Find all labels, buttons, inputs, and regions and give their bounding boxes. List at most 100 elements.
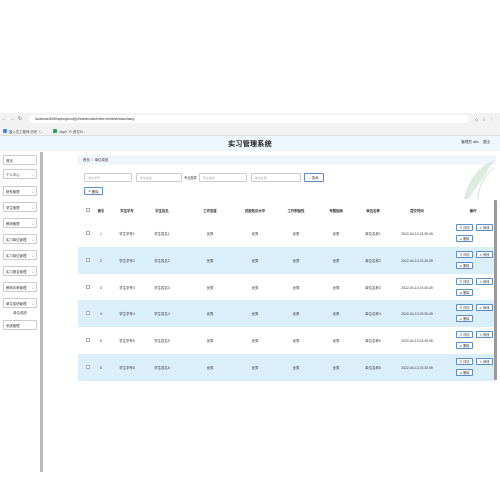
forward-icon[interactable]: → [9,116,15,122]
edit-icon: ✎ [479,305,483,310]
row-delete-button[interactable]: ⊖ 删除 [456,235,473,242]
menu-icon[interactable]: ⋮ [489,116,494,122]
row-checkbox[interactable] [86,231,90,235]
cell-guide: 优秀 [332,339,340,343]
edit-button[interactable]: ✎ 修改 [476,251,493,258]
cell-unit: 单位名称2 [365,259,381,263]
row-checkbox[interactable] [86,285,90,289]
cell-attitude: 优秀 [206,259,214,263]
edit-button[interactable]: ✎ 修改 [476,278,493,285]
sidebar-item-unit-scores[interactable]: 单位成绩管理 ⌄ [3,298,37,308]
col-time[interactable]: 提交时间 [410,208,424,213]
unit-name-input[interactable]: 单位名称 [250,173,301,182]
student-name-input[interactable]: 学生姓名 [136,173,182,182]
cell-student-id: 学生学号4 [119,312,135,316]
bookmark-1[interactable]: 嵌入式工程师-历史（... [3,129,43,134]
detail-button[interactable]: ☰ 详情 [456,331,473,338]
row-delete-button[interactable]: ⊖ 删除 [456,342,473,349]
edit-icon: ✎ [479,332,483,337]
sidebar-item-units[interactable]: 实习单位管理 ⌄ [3,234,37,244]
detail-button[interactable]: ☰ 详情 [456,224,473,231]
edit-button[interactable]: ✎ 修改 [476,331,493,338]
cell-student-id: 学生学号3 [119,286,135,290]
trash-icon: ⊖ [459,290,463,295]
row-delete-button[interactable]: ⊖ 删除 [456,315,473,322]
cell-student-name: 学生姓名4 [154,312,170,316]
cell-initiative: 优秀 [292,232,300,236]
chevron-down-icon: ⌄ [31,270,34,274]
detail-icon: ☰ [459,305,463,310]
sidebar-item-profile[interactable]: 个人中心 ⌄ [3,169,37,179]
sidebar-scrollbar[interactable] [40,152,43,472]
sidebar-item-home[interactable]: 首页 [3,155,37,165]
col-attitude[interactable]: 工作态度 [203,208,217,213]
edit-icon: ✎ [479,252,483,257]
cell-index: 2 [100,258,102,263]
logout-link[interactable]: 退出 [482,140,490,144]
search-button[interactable]: ⌕ 查询 [303,173,324,182]
edit-button[interactable]: ✎ 修改 [476,224,493,231]
bookmark-2[interactable]: doph -Fi 资文Er... [53,129,86,134]
cell-attitude: 优秀 [206,312,214,316]
col-actions: 操作 [469,208,477,213]
sidebar-item-students[interactable]: 学生管理 ⌄ [3,202,37,212]
col-initiative[interactable]: 工作积极性 [287,208,305,213]
sidebar-item-system[interactable]: 系统管理 [3,320,37,330]
sidebar-item-departments[interactable]: 院系管理 ⌄ [3,186,37,196]
col-unit[interactable]: 单位名称 [366,208,380,213]
table-scrollbar[interactable] [494,200,497,380]
detail-button[interactable]: ☰ 详情 [456,278,473,285]
row-checkbox[interactable] [86,338,90,342]
cell-unit: 单位名称3 [365,286,381,290]
detail-icon: ☰ [459,359,463,364]
cell-initiative: 优秀 [292,339,300,343]
col-student-id[interactable]: 学生学号 [120,208,134,213]
address-bar[interactable]: localhost:8080/springboot/jy3/admin/dist… [29,115,469,123]
supervisor-select[interactable]: 专业指导 ⌄ [198,173,247,182]
row-delete-button[interactable]: ⊖ 删除 [456,369,473,376]
cell-time: 2022-04-13 23:30:49 [401,365,433,370]
trash-icon: ⊖ [459,370,463,375]
col-student-name[interactable]: 学生姓名 [155,208,169,213]
sidebar-subitem-unit-scores[interactable]: 单位成绩 [13,311,27,315]
trash-icon: ⊖ [459,343,463,348]
row-checkbox[interactable] [86,311,90,315]
sidebar-item-signups[interactable]: 实习报名管理 ⌄ [3,266,37,276]
detail-button[interactable]: ☰ 详情 [456,358,473,365]
star-icon[interactable]: ☆ [482,116,486,122]
row-checkbox[interactable] [86,258,90,262]
sidebar-item-positions[interactable]: 实习岗位管理 ⌄ [3,250,37,260]
col-guide[interactable]: 专服指南 [329,208,343,213]
trash-icon: ⊖ [459,263,463,268]
cell-skill: 优秀 [251,366,259,370]
cell-time: 2022-04-13 23:30:49 [401,258,433,263]
edit-button[interactable]: ✎ 修改 [476,358,493,365]
cell-guide: 优秀 [332,232,340,236]
supervisor-label: 专业指导 [184,176,197,180]
cell-student-name: 学生姓名5 [154,339,170,343]
row-delete-button[interactable]: ⊖ 删除 [456,289,473,296]
col-skill[interactable]: 技能知识水平 [244,208,266,213]
cell-guide: 优秀 [332,259,340,263]
row-delete-button[interactable]: ⊖ 删除 [456,262,473,269]
back-icon[interactable]: ← [1,116,7,122]
detail-icon: ☰ [459,332,463,337]
cell-student-name: 学生姓名2 [154,259,170,263]
extension-icon[interactable]: ◇ [475,116,479,122]
sidebar-item-reviews[interactable]: 教师评审管理 ⌄ [3,282,37,292]
edit-button[interactable]: ✎ 修改 [476,304,493,311]
sidebar-item-teachers[interactable]: 教师管理 ⌄ [3,218,37,228]
delete-button[interactable]: ⊖ 删除 [84,187,103,195]
reload-icon[interactable]: ↻ [17,116,23,122]
student-id-input[interactable]: 学生学号 [84,173,132,182]
detail-button[interactable]: ☰ 详情 [456,251,473,258]
row-checkbox[interactable] [86,365,90,369]
breadcrumb-home[interactable]: 首页 [83,158,90,162]
cell-attitude: 优秀 [206,339,214,343]
detail-button[interactable]: ☰ 详情 [456,304,473,311]
edit-icon: ✎ [479,225,483,230]
chevron-down-icon: ⌄ [31,302,34,306]
search-row: 学生学号 学生姓名 专业指导 专业指导 ⌄ 单位名称 ⌕ 查询 [84,173,324,182]
table-row [78,247,496,274]
select-all-checkbox[interactable] [86,208,90,212]
